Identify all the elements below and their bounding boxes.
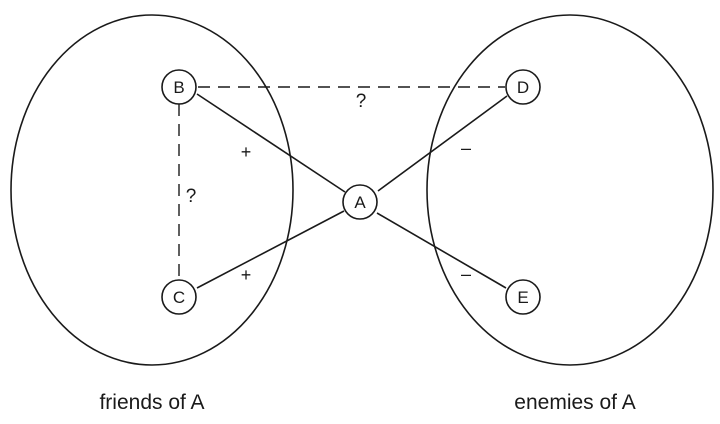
node-d: D [505,69,541,105]
edge-b-c-question: ? [186,186,197,207]
node-a: A [342,184,378,220]
node-a-circle [342,184,378,220]
node-d-label: D [517,78,529,97]
edge-a-b [196,93,346,193]
edge-a-b-sign: + [241,142,252,162]
node-b-circle [161,69,197,105]
node-a-label: A [354,193,366,212]
friends-group-caption: friends of A [99,391,204,414]
edge-a-d [377,95,508,192]
friends-group-ellipse [10,14,294,366]
node-b: B [161,69,197,105]
enemies-group-caption: enemies of A [514,391,635,414]
node-c: C [161,279,197,315]
node-e-label: E [517,288,528,307]
node-e: E [505,279,541,315]
node-c-label: C [173,288,185,307]
edge-a-c-sign: + [241,265,252,285]
edge-a-d-sign: – [461,138,471,158]
node-e-circle [505,279,541,315]
edge-a-e-sign: – [461,264,471,284]
node-c-circle [161,279,197,315]
node-d-circle [505,69,541,105]
node-b-label: B [173,78,184,97]
edge-b-d-question: ? [356,91,367,112]
enemies-group-ellipse [426,14,714,366]
edge-a-e [376,212,507,289]
edge-a-c [196,210,345,289]
